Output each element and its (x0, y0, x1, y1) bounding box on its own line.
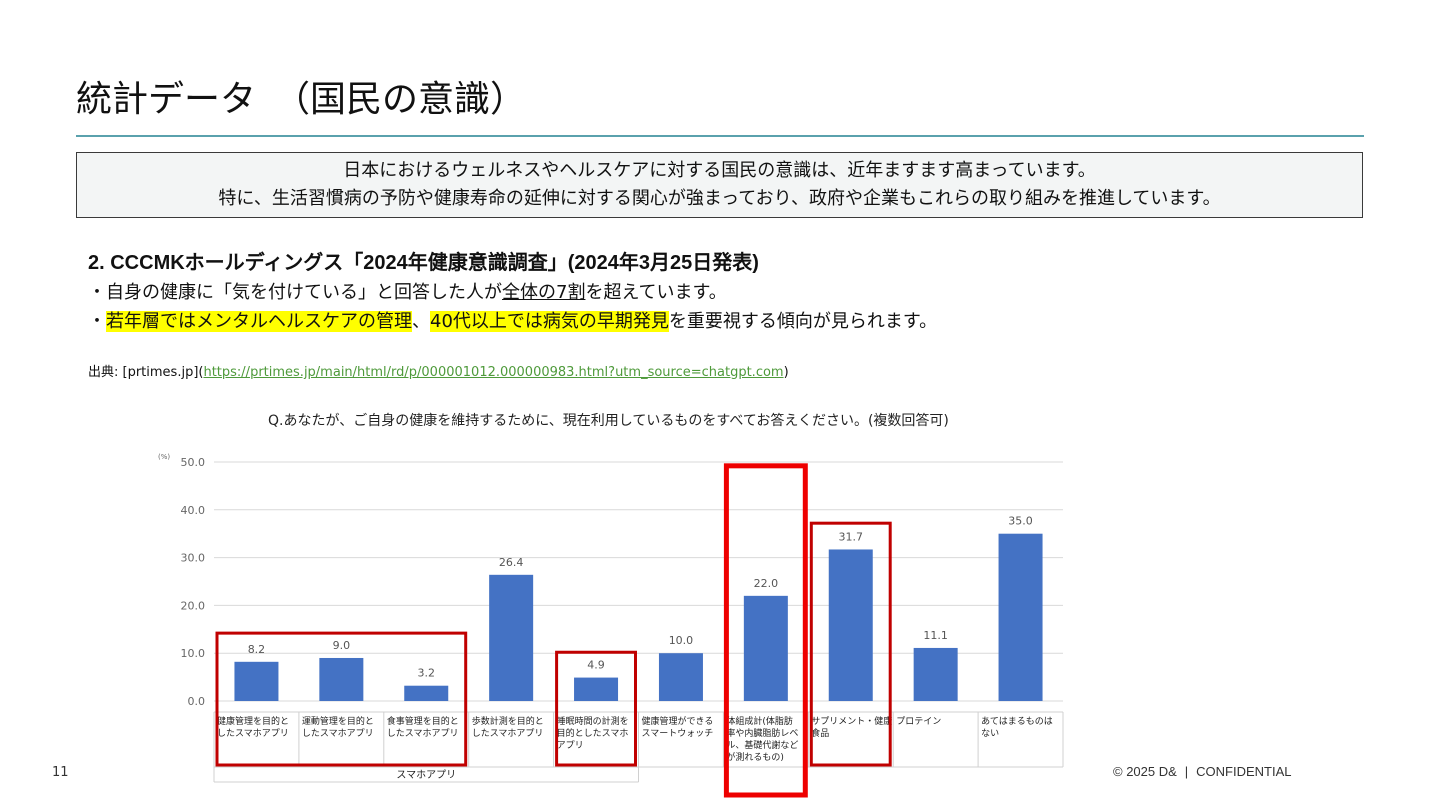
source-suffix: ) (783, 365, 789, 380)
summary-line-2: 特に、生活習慣病の予防や健康寿命の延伸に対する関心が強まっており、政府や企業もこ… (218, 188, 1221, 209)
data-label: 4.9 (587, 659, 605, 672)
bar (234, 661, 279, 701)
category-label: サプリメント・健康 (811, 715, 892, 727)
bullet-priorities-prefix: ・ (88, 311, 106, 332)
summary-box: 日本におけるウェルネスやヘルスケアに対する国民の意識は、近年ますます高まっていま… (76, 152, 1363, 218)
data-label: 8.2 (248, 643, 266, 656)
bar (658, 653, 703, 701)
y-tick-label: 10.0 (181, 647, 206, 660)
category-label: 歩数計測を目的と (472, 715, 544, 727)
category-label: 体組成計(体脂肪 (726, 715, 793, 727)
category-label: 目的としたスマホ (557, 727, 629, 739)
data-label: 35.0 (1008, 515, 1033, 528)
copyright: © 2025 D& (1113, 764, 1177, 779)
category-label: 食事管理を目的と (387, 715, 459, 727)
y-tick-label: 20.0 (181, 599, 206, 612)
data-label: 26.4 (499, 556, 524, 569)
y-tick-label: 50.0 (181, 456, 206, 469)
y-tick-label: 40.0 (181, 504, 206, 517)
category-label: 率や内臓脂肪レベ (726, 727, 798, 739)
source-prefix: 出典: [prtimes.jp]( (88, 365, 204, 380)
category-label: アプリ (557, 740, 584, 751)
summary-line-1: 日本におけるウェルネスやヘルスケアに対する国民の意識は、近年ますます高まっていま… (343, 160, 1096, 181)
category-label: 睡眠時間の計測を (557, 715, 629, 727)
page-number: 11 (52, 765, 69, 780)
page-title: 統計データ （国民の意識） (76, 79, 527, 120)
bar (489, 574, 534, 701)
category-label: したスマホアプリ (472, 728, 544, 739)
category-label: プロテイン (896, 716, 941, 727)
bullet-awareness-underlined: 全体の7割 (502, 282, 586, 303)
data-label: 22.0 (754, 577, 779, 590)
bar (913, 647, 958, 701)
data-label: 10.0 (669, 634, 694, 647)
data-label: 9.0 (333, 639, 351, 652)
category-label: したスマホアプリ (217, 728, 289, 739)
category-label: 健康管理を目的と (217, 715, 289, 727)
bar (828, 549, 873, 701)
source-citation: 出典: [prtimes.jp](https://prtimes.jp/main… (88, 361, 789, 380)
footer: © 2025 D& | CONFIDENTIAL (1113, 764, 1292, 779)
confidential-label: CONFIDENTIAL (1196, 764, 1292, 779)
bar (319, 657, 364, 701)
category-label: スマートウォッチ (642, 728, 714, 739)
survey-heading: 2. CCCMKホールディングス「2024年健康意識調査」(2024年3月25日… (88, 252, 759, 274)
bar (998, 533, 1043, 701)
category-label: 食品 (811, 727, 829, 739)
highlight-frame (809, 521, 892, 767)
category-label: ル、基礎代謝など (726, 739, 798, 751)
highlight-frame (215, 631, 468, 767)
y-tick-label: 30.0 (181, 552, 206, 565)
data-label: 11.1 (923, 629, 948, 642)
category-label: 運動管理を目的と (302, 715, 374, 727)
highlight-frame (555, 650, 637, 767)
bullet-priorities-suffix: を重要視する傾向が見られます。 (668, 311, 938, 332)
bullet-priorities: ・若年層ではメンタルヘルスケアの管理、40代以上では病気の早期発見を重要視する傾… (88, 307, 937, 333)
category-label: したスマホアプリ (302, 728, 374, 739)
chart-question: Q.あなたが、ご自身の健康を維持するために、現在利用しているものをすべてお答えく… (268, 413, 949, 429)
data-label: 31.7 (839, 530, 864, 543)
highlight-frame (723, 463, 808, 798)
bullet-awareness: ・自身の健康に「気を付けている」と回答した人が全体の7割を超えています。 (88, 278, 727, 304)
bullet-awareness-prefix: ・自身の健康に「気を付けている」と回答した人が (88, 282, 502, 303)
category-label: が測れるもの) (726, 751, 784, 763)
title-divider (76, 135, 1364, 137)
category-label: したスマホアプリ (387, 728, 459, 739)
highlight-40s-early-detection: 40代以上では病気の早期発見 (430, 311, 669, 332)
y-unit-label: (%) (158, 453, 170, 461)
category-label: ない (981, 728, 999, 739)
bar (743, 595, 788, 701)
bullet-priorities-middle: 、 (412, 311, 430, 332)
y-tick-label: 0.0 (188, 695, 206, 708)
highlight-young-mental-health: 若年層ではメンタルヘルスケアの管理 (106, 311, 412, 332)
source-link[interactable]: https://prtimes.jp/main/html/rd/p/000001… (203, 365, 784, 380)
bar (574, 677, 619, 701)
bullet-awareness-suffix: を超えています。 (585, 282, 727, 303)
data-label: 3.2 (418, 667, 436, 680)
bar (404, 685, 449, 701)
category-label: あてはまるものは (981, 716, 1053, 727)
category-label: 健康管理ができる (642, 715, 714, 727)
group-label: スマホアプリ (396, 769, 456, 781)
footer-separator: | (1184, 764, 1189, 779)
